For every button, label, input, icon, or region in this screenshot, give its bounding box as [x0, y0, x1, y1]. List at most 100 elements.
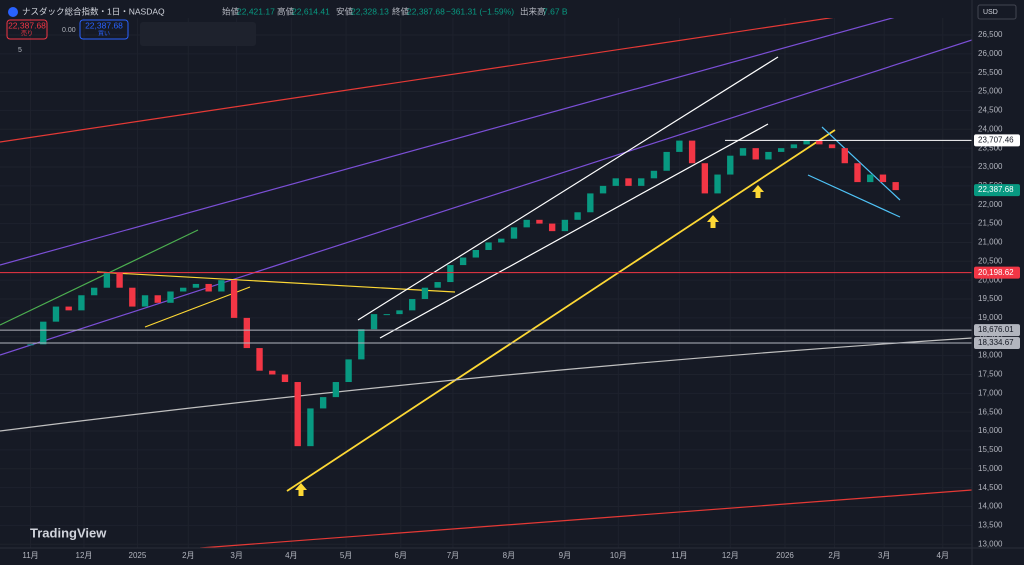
- candle-body: [192, 283, 200, 288]
- change: −361.31 (−1.59%): [446, 6, 514, 16]
- buy-button[interactable]: [79, 19, 129, 40]
- candle-body: [561, 219, 569, 232]
- candle-body: [90, 287, 98, 296]
- x-tick-label: 12月: [722, 551, 739, 560]
- candle-body: [574, 212, 581, 220]
- x-tick-label: 10月: [610, 551, 627, 560]
- candle-body: [447, 265, 454, 283]
- candle-body: [587, 193, 594, 213]
- y-tick-label: 13,000: [978, 539, 1003, 548]
- candle-body: [472, 249, 480, 258]
- trendline: [0, 18, 895, 266]
- close: 22,387.68: [407, 6, 445, 16]
- logo: TradingView: [30, 525, 107, 540]
- arrows: [295, 185, 764, 496]
- arrow: [295, 483, 307, 496]
- x-tick-label: 3月: [878, 551, 890, 560]
- buy-label: 買い: [98, 31, 110, 38]
- candle-body: [676, 140, 683, 152]
- candle-body: [332, 382, 340, 398]
- open-label: 始値: [222, 6, 240, 16]
- candle-body: [625, 178, 632, 186]
- y-tick-label: 26,000: [978, 49, 1003, 58]
- x-tick-label: 9月: [559, 551, 571, 560]
- y-tick-label: 23,000: [978, 162, 1003, 171]
- candle-body: [523, 219, 530, 228]
- candle-body: [638, 178, 645, 186]
- candle-body: [154, 295, 161, 303]
- candle-body: [459, 257, 467, 266]
- candle-body: [612, 178, 619, 186]
- candle-body: [790, 144, 798, 149]
- candle-body: [777, 148, 785, 152]
- indicator-count[interactable]: 5: [18, 47, 22, 54]
- y-tick-label: 24,000: [978, 124, 1003, 133]
- y-tick-label: 20,500: [978, 256, 1003, 265]
- price-tag: [974, 134, 1020, 147]
- sell-label: 売り: [21, 30, 33, 38]
- open: 22,421.17: [237, 6, 275, 16]
- x-tick-label: 5月: [340, 551, 352, 560]
- candle-body: [281, 374, 289, 383]
- candle-body: [536, 219, 543, 224]
- candle-body: [739, 148, 747, 156]
- candle-body: [841, 148, 848, 164]
- spread: 0.00: [62, 27, 76, 34]
- volume-label: 出来高: [520, 6, 546, 16]
- y-tick-label: 18,000: [978, 351, 1003, 360]
- arrow: [752, 185, 764, 198]
- y-tick-label: 18,500: [978, 332, 1003, 341]
- x-tick-label: 4月: [937, 551, 949, 560]
- candle-body: [727, 155, 734, 175]
- trendline: [0, 39, 972, 356]
- y-tick-label: 25,500: [978, 68, 1003, 77]
- candle-body: [498, 238, 505, 243]
- candle-body: [510, 227, 518, 239]
- candle-body: [218, 280, 225, 292]
- y-tick-label: 15,000: [978, 464, 1003, 473]
- candle-body: [116, 272, 123, 288]
- y-tick-label: 19,000: [978, 313, 1003, 322]
- candle-body: [78, 295, 85, 311]
- volume: 7.67 B: [543, 6, 568, 16]
- candle-body: [141, 295, 149, 307]
- candle-body: [52, 306, 60, 322]
- candle-body: [307, 408, 314, 447]
- x-tick-label: 2月: [182, 551, 194, 560]
- trendline: [286, 129, 836, 492]
- candle-body: [40, 321, 47, 345]
- candle-body: [269, 370, 276, 375]
- trendline: [807, 174, 901, 218]
- candle-body: [205, 283, 212, 292]
- candle-body: [854, 163, 861, 183]
- candle-body: [421, 287, 429, 300]
- drawing-toolbar[interactable]: [140, 22, 256, 46]
- trendline: [96, 271, 456, 293]
- arrow: [707, 215, 719, 228]
- candle-body: [688, 140, 696, 164]
- candle-body: [548, 223, 556, 232]
- y-tick-label: 15,500: [978, 445, 1003, 454]
- candle-body: [434, 282, 441, 288]
- trendline: [199, 489, 972, 548]
- candle-body: [765, 151, 772, 160]
- candle-body: [803, 140, 810, 145]
- candle-body: [230, 280, 238, 318]
- y-tick-label: 19,500: [978, 294, 1003, 303]
- candle-body: [358, 329, 365, 360]
- candle-body: [867, 174, 874, 183]
- currency-button[interactable]: [977, 4, 1017, 20]
- trendline: [0, 229, 199, 326]
- candle-body: [167, 291, 174, 303]
- trendline: [357, 56, 779, 321]
- price-tag: [974, 266, 1020, 279]
- y-tick-label: 20,000: [978, 275, 1003, 284]
- x-tick-label: 8月: [503, 551, 515, 560]
- currency: USD: [983, 9, 998, 16]
- y-tick-label: 25,000: [978, 87, 1003, 96]
- x-tick-label: 7月: [447, 551, 459, 560]
- sell-button[interactable]: [6, 19, 48, 40]
- candle-body: [180, 287, 187, 292]
- trendline: [821, 126, 901, 201]
- y-tick-label: 17,500: [978, 370, 1003, 379]
